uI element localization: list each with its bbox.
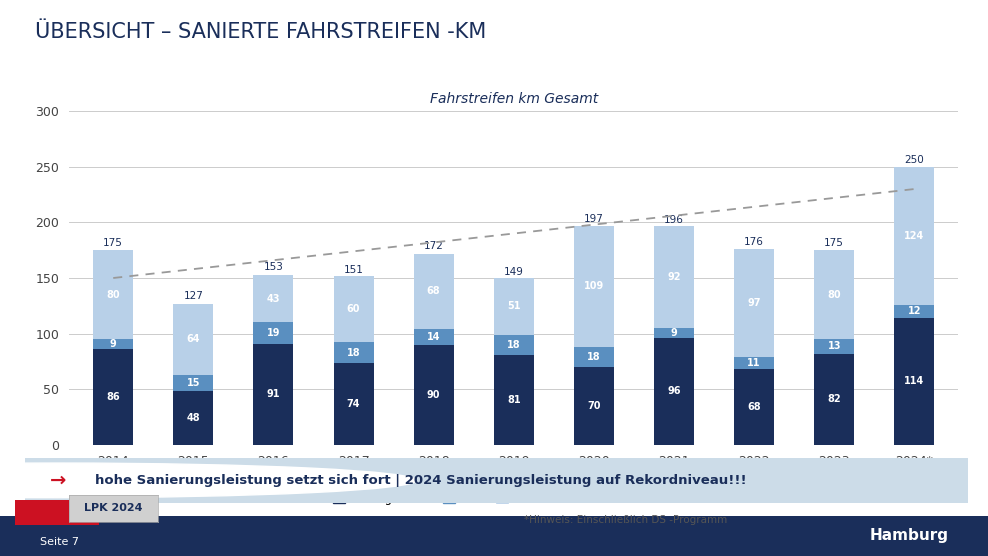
Text: 175: 175 (104, 238, 124, 248)
Text: 9: 9 (110, 339, 117, 349)
Bar (93, 250, 133, 339)
Text: 196: 196 (664, 215, 684, 225)
Bar (334, 342, 373, 363)
Text: 12: 12 (908, 306, 921, 316)
Text: 91: 91 (267, 389, 281, 399)
Text: 15: 15 (187, 378, 201, 388)
Text: 176: 176 (744, 237, 764, 247)
Text: 86: 86 (107, 392, 120, 402)
Bar (253, 275, 293, 322)
Text: Hamburg: Hamburg (869, 529, 948, 543)
Text: 51: 51 (507, 301, 521, 311)
Text: 250: 250 (904, 155, 924, 165)
Text: 70: 70 (587, 401, 601, 411)
Bar (654, 338, 694, 445)
Title: Fahrstreifen km Gesamt: Fahrstreifen km Gesamt (430, 92, 598, 106)
Text: ÜBERSICHT – SANIERTE FAHRSTREIFEN -KM: ÜBERSICHT – SANIERTE FAHRSTREIFEN -KM (35, 22, 486, 42)
Text: 172: 172 (424, 241, 444, 251)
Bar (814, 339, 855, 354)
Bar (414, 254, 453, 329)
Text: 81: 81 (507, 395, 521, 405)
Text: 68: 68 (747, 402, 761, 412)
Text: 175: 175 (824, 238, 844, 248)
Bar (494, 335, 534, 355)
Bar (734, 249, 775, 357)
Bar (334, 363, 373, 445)
Bar (574, 347, 614, 367)
Text: 48: 48 (187, 413, 201, 423)
Text: 9: 9 (671, 328, 678, 338)
Text: 197: 197 (584, 214, 604, 224)
Text: 90: 90 (427, 390, 441, 400)
Bar (173, 375, 213, 391)
Text: 18: 18 (507, 340, 521, 350)
Text: 60: 60 (347, 304, 361, 314)
Text: 153: 153 (264, 262, 284, 272)
Text: LPK 2024: LPK 2024 (84, 503, 143, 513)
Text: 96: 96 (667, 386, 681, 396)
Text: Seite 7: Seite 7 (40, 537, 78, 547)
Text: 11: 11 (747, 358, 761, 368)
Text: 14: 14 (427, 332, 441, 342)
Bar (93, 339, 133, 349)
Text: 109: 109 (584, 281, 604, 291)
Text: 124: 124 (904, 231, 925, 241)
Text: 80: 80 (107, 290, 120, 300)
Text: 127: 127 (184, 291, 204, 301)
Bar (894, 167, 935, 305)
Bar (734, 369, 775, 445)
Text: →: → (49, 471, 66, 490)
Bar (414, 345, 453, 445)
Bar (654, 226, 694, 328)
Text: 18: 18 (347, 348, 361, 358)
Text: *Hinweis: Einschließlich DS -Programm: *Hinweis: Einschließlich DS -Programm (524, 515, 727, 525)
Text: hohe Sanierungsleistung setzt sich fort | 2024 Sanierungsleistung auf Rekordnive: hohe Sanierungsleistung setzt sich fort … (96, 474, 747, 487)
Text: 68: 68 (427, 286, 441, 296)
Bar (253, 344, 293, 445)
Text: 97: 97 (747, 298, 761, 308)
Text: 18: 18 (587, 352, 601, 362)
Bar (494, 278, 534, 335)
Text: 80: 80 (827, 290, 841, 300)
Text: 114: 114 (904, 376, 925, 386)
Bar (654, 328, 694, 338)
Bar (574, 226, 614, 347)
Bar (494, 355, 534, 445)
Bar (253, 322, 293, 344)
Bar (894, 305, 935, 318)
Bar (574, 367, 614, 445)
Bar (894, 318, 935, 445)
Bar (734, 357, 775, 369)
Text: 13: 13 (827, 341, 841, 351)
Bar (414, 329, 453, 345)
Circle shape (0, 463, 416, 498)
Bar (814, 250, 855, 339)
Text: 149: 149 (504, 267, 524, 277)
Text: 82: 82 (827, 394, 841, 404)
Text: 92: 92 (667, 272, 681, 282)
Bar (173, 391, 213, 445)
Bar (814, 354, 855, 445)
Bar (173, 304, 213, 375)
Text: 19: 19 (267, 328, 281, 338)
Text: 151: 151 (344, 265, 364, 275)
Bar (334, 276, 373, 342)
Text: 64: 64 (187, 334, 201, 344)
Bar (93, 349, 133, 445)
Text: 74: 74 (347, 399, 361, 409)
Legend: LSBG gesamt, HPA, Bezirke Gesamt, Trendlinie: LSBG gesamt, HPA, Bezirke Gesamt, Trendl… (328, 488, 700, 510)
Text: 43: 43 (267, 294, 281, 304)
